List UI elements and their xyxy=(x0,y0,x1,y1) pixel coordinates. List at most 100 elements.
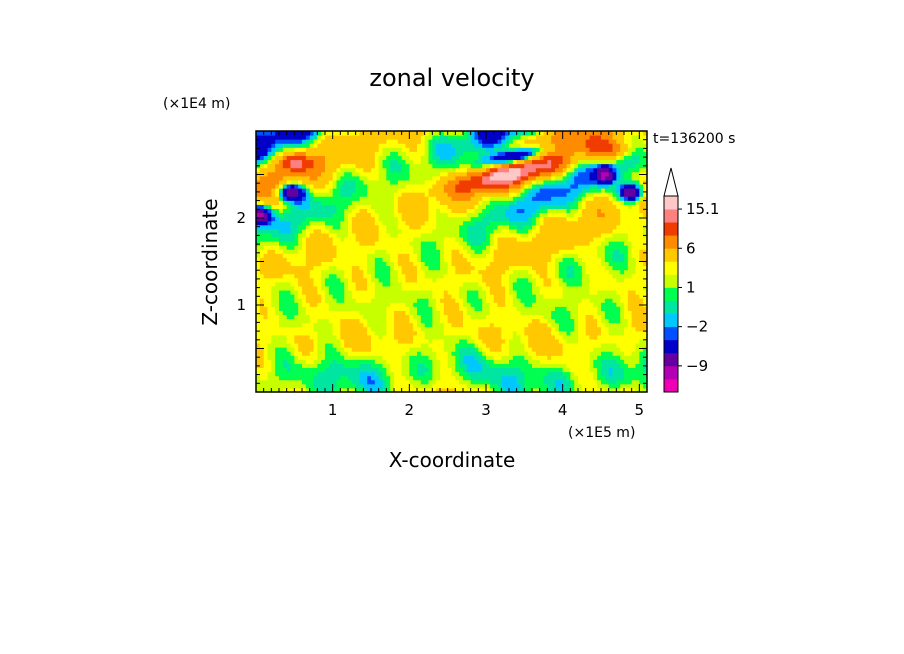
field-cell xyxy=(639,257,644,262)
field-cell xyxy=(321,245,326,250)
field-cell xyxy=(578,249,583,254)
field-cell xyxy=(455,273,460,279)
field-cell xyxy=(486,334,491,340)
field-cell xyxy=(486,367,491,373)
field-cell xyxy=(275,196,280,201)
field-cell xyxy=(313,212,318,218)
field-cell xyxy=(271,318,276,324)
field-cell xyxy=(463,318,468,324)
field-cell xyxy=(279,367,284,373)
field-cell xyxy=(263,224,268,230)
field-cell xyxy=(528,343,533,348)
field-cell xyxy=(505,294,510,299)
field-cell xyxy=(509,273,514,279)
field-cell xyxy=(539,363,544,369)
field-cell xyxy=(325,257,330,262)
field-cell xyxy=(409,265,414,271)
field-cell xyxy=(547,220,552,226)
field-cell xyxy=(486,343,491,348)
field-cell xyxy=(256,261,261,267)
field-cell xyxy=(267,232,272,238)
field-cell xyxy=(493,338,498,344)
field-cell xyxy=(493,367,498,373)
field-cell xyxy=(440,253,445,258)
field-cell xyxy=(294,220,299,226)
field-cell xyxy=(493,232,498,238)
field-cell xyxy=(417,196,422,201)
field-cell xyxy=(424,314,429,320)
field-cell xyxy=(374,269,380,275)
field-cell xyxy=(635,326,640,332)
field-cell xyxy=(428,212,433,218)
field-cell xyxy=(351,245,357,250)
field-cell xyxy=(532,245,537,250)
field-cell xyxy=(298,363,303,369)
field-cell xyxy=(417,355,422,360)
field-cell xyxy=(282,326,288,332)
field-cell xyxy=(344,204,349,209)
field-cell xyxy=(578,196,583,201)
field-cell xyxy=(394,273,399,279)
field-cell xyxy=(489,224,495,230)
field-cell xyxy=(432,269,437,275)
field-cell xyxy=(597,204,602,209)
field-cell xyxy=(336,277,341,283)
field-cell xyxy=(390,318,395,324)
field-cell xyxy=(627,290,633,295)
field-cell xyxy=(259,294,265,299)
field-cell xyxy=(581,383,587,389)
field-cell xyxy=(463,367,468,373)
field-cell xyxy=(486,265,491,271)
field-cell xyxy=(516,208,521,214)
field-cell xyxy=(566,383,571,389)
field-cell xyxy=(302,265,307,271)
field-cell xyxy=(516,249,521,254)
field-cell xyxy=(516,347,521,352)
field-cell xyxy=(547,224,552,230)
field-cell xyxy=(547,371,552,377)
field-cell xyxy=(397,343,403,348)
field-cell xyxy=(432,355,437,360)
field-cell xyxy=(581,208,587,214)
field-cell xyxy=(344,314,349,320)
field-cell xyxy=(394,351,399,356)
field-cell xyxy=(558,375,564,381)
field-cell xyxy=(631,212,636,218)
field-cell xyxy=(436,351,441,356)
field-cell xyxy=(428,204,433,209)
field-cell xyxy=(551,298,556,303)
field-cell xyxy=(451,192,456,197)
field-cell xyxy=(409,245,414,250)
field-cell xyxy=(374,359,380,364)
field-cell xyxy=(474,200,479,205)
field-cell xyxy=(562,273,567,279)
field-cell xyxy=(340,294,345,299)
field-cell xyxy=(328,204,334,209)
field-cell xyxy=(509,237,514,242)
field-cell xyxy=(643,343,648,348)
field-cell xyxy=(601,371,606,377)
field-cell xyxy=(566,285,571,291)
field-cell xyxy=(417,347,422,352)
field-cell xyxy=(340,261,345,267)
field-cell xyxy=(635,237,640,242)
field-cell xyxy=(539,310,544,316)
field-cell xyxy=(313,290,318,295)
field-cell xyxy=(405,343,410,348)
field-cell xyxy=(612,216,617,222)
field-cell xyxy=(436,330,441,336)
field-cell xyxy=(443,249,449,254)
field-cell xyxy=(420,306,426,311)
field-cell xyxy=(420,196,426,201)
field-cell xyxy=(463,387,468,393)
field-cell xyxy=(486,326,491,332)
field-cell xyxy=(363,224,368,230)
field-cell xyxy=(543,192,548,197)
field-cell xyxy=(635,212,640,218)
field-cell xyxy=(302,371,307,377)
field-cell xyxy=(351,367,357,373)
field-cell xyxy=(455,253,460,258)
field-cell xyxy=(344,359,349,364)
field-cell xyxy=(459,224,464,230)
field-cell xyxy=(505,322,510,328)
